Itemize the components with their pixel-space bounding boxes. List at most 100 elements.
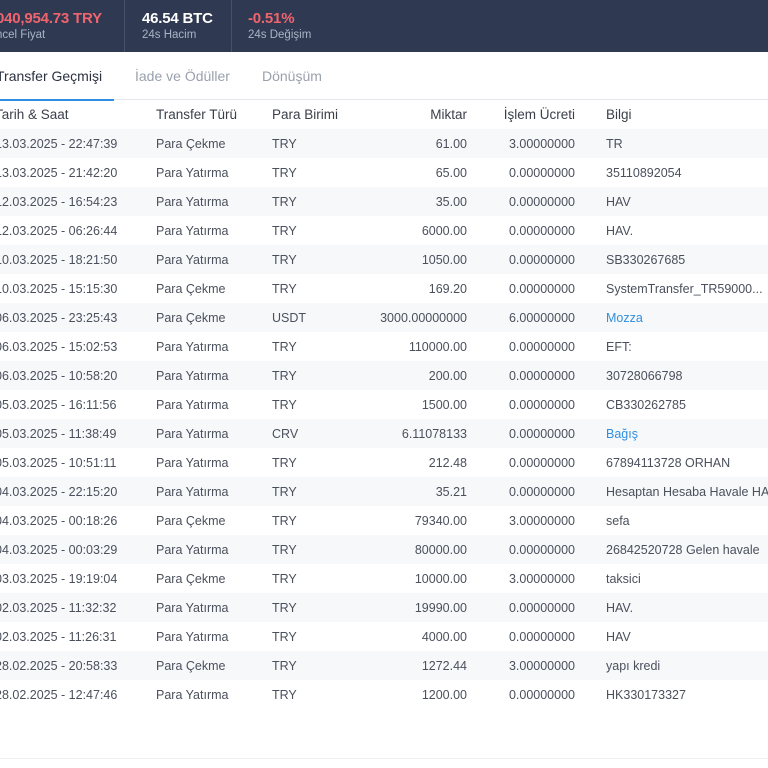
cell-type: Para Çekme xyxy=(156,513,226,528)
cell-info[interactable]: Bağış xyxy=(575,419,768,448)
column-header-fee[interactable]: İşlem Ücreti xyxy=(503,107,575,122)
table-row: 10.03.2025 - 15:15:30 Para Çekme TRY 169.20… xyxy=(0,274,768,303)
cell-type: Para Yatırma xyxy=(156,535,272,564)
cell-amount: 169.20 xyxy=(428,281,467,296)
cell-currency: TRY xyxy=(272,629,297,644)
cell-amount: 35.21 xyxy=(354,477,467,506)
cell-currency: TRY xyxy=(272,397,297,412)
cell-type: Para Yatırma xyxy=(156,223,229,238)
cell-date: 28.02.2025 - 12:47:46 xyxy=(0,687,118,702)
cell-type: Para Yatırma xyxy=(156,593,272,622)
cell-info: sefa xyxy=(606,513,630,528)
cell-amount: 110000.00 xyxy=(408,339,467,354)
cell-amount: 80000.00 xyxy=(354,535,467,564)
table-row: 05.03.2025 - 10:51:11 Para Yatırma TRY 212.… xyxy=(0,448,768,477)
cell-fee: 0.00000000 xyxy=(467,419,575,448)
cell-fee: 0.00000000 xyxy=(467,187,575,216)
cell-date: 05.03.2025 - 16:11:56 xyxy=(0,397,117,412)
cell-currency: TRY xyxy=(272,593,354,622)
cell-info: CB330262785 xyxy=(606,397,686,412)
cell-currency: TRY xyxy=(272,187,354,216)
column-header-info[interactable]: Bilgi xyxy=(606,107,632,122)
cell-amount: 79340.00 xyxy=(414,513,467,528)
table-row: 02.03.2025 - 11:26:31 Para Yatırma TRY 4000… xyxy=(0,622,768,651)
table-row: 10.03.2025 - 18:21:50 Para Yatırma TRY 1050… xyxy=(0,245,768,274)
cell-info: TR xyxy=(575,129,768,158)
cell-currency: TRY xyxy=(272,571,297,586)
column-header-currency[interactable]: Para Birimi xyxy=(272,107,339,122)
cell-date: 12.03.2025 - 16:54:23 xyxy=(0,187,156,216)
cell-currency: TRY xyxy=(272,477,354,506)
cell-currency: TRY xyxy=(272,339,297,354)
cell-date: 02.03.2025 - 11:32:32 xyxy=(0,593,156,622)
cell-amount: 65.00 xyxy=(435,165,467,180)
cell-type: Para Yatırma xyxy=(156,629,229,644)
table-row: 04.03.2025 - 22:15:20 Para Yatırma TRY 35.2… xyxy=(0,477,768,506)
cell-fee: 0.00000000 xyxy=(508,397,575,412)
cell-currency: TRY xyxy=(272,535,354,564)
table-row: 28.02.2025 - 20:58:33 Para Çekme TRY 1272.4… xyxy=(0,651,768,680)
cell-info: HAV. xyxy=(575,593,768,622)
cell-date: 28.02.2025 - 20:58:33 xyxy=(0,651,156,680)
cell-info: SystemTransfer_TR59000... xyxy=(606,281,763,296)
cell-fee: 3.00000000 xyxy=(508,513,575,528)
cell-date: 03.03.2025 - 19:19:04 xyxy=(0,571,118,586)
cell-info: HAV xyxy=(606,629,631,644)
cell-info[interactable]: Mozza xyxy=(575,303,768,332)
column-header-type[interactable]: Transfer Türü xyxy=(156,107,238,122)
cell-amount: 61.00 xyxy=(354,129,467,158)
cell-amount: 6.11078133 xyxy=(354,419,467,448)
cell-fee: 0.00000000 xyxy=(508,629,575,644)
cell-fee: 3.00000000 xyxy=(508,571,575,586)
cell-amount: 10000.00 xyxy=(414,571,467,586)
table-row: 06.03.2025 - 10:58:20 Para Yatırma TRY 200.… xyxy=(0,361,768,390)
cell-info: SB330267685 xyxy=(575,245,768,274)
cell-amount: 6000.00 xyxy=(421,223,467,238)
cell-type: Para Çekme xyxy=(156,571,226,586)
volume-label: 24s Hacim xyxy=(142,29,197,41)
cell-info: HK330173327 xyxy=(606,687,686,702)
cell-currency: TRY xyxy=(272,165,297,180)
cell-date: 10.03.2025 - 18:21:50 xyxy=(0,245,156,274)
cell-info: HAV. xyxy=(606,223,634,238)
cell-date: 04.03.2025 - 00:03:29 xyxy=(0,535,156,564)
table-row: 06.03.2025 - 23:25:43 Para Çekme USDT 3000.… xyxy=(0,303,768,332)
cell-type: Para Yatırma xyxy=(156,455,229,470)
cell-type: Para Yatırma xyxy=(156,187,272,216)
tab-conversion[interactable]: Dönüşüm xyxy=(262,68,322,84)
cell-currency: TRY xyxy=(272,281,297,296)
table-row: 04.03.2025 - 00:18:26 Para Çekme TRY 79340.… xyxy=(0,506,768,535)
cell-currency: TRY xyxy=(272,651,354,680)
change-label: 24s Değişim xyxy=(248,29,312,41)
change-value: -0.51% xyxy=(248,10,295,27)
cell-type: Para Yatırma xyxy=(156,397,229,412)
cell-type: Para Yatırma xyxy=(156,687,229,702)
table-row: 05.03.2025 - 11:38:49 Para Yatırma CRV 6.11… xyxy=(0,419,768,448)
table-row: 05.03.2025 - 16:11:56 Para Yatırma TRY 1500… xyxy=(0,390,768,419)
tab-transfer-history[interactable]: Transfer Geçmişi xyxy=(0,52,115,101)
cell-fee: 0.00000000 xyxy=(508,339,575,354)
cell-info: HAV xyxy=(575,187,768,216)
last-price-value: 040,954.73 TRY xyxy=(0,10,102,27)
cell-fee: 3.00000000 xyxy=(467,651,575,680)
cell-currency: USDT xyxy=(272,303,354,332)
cell-amount: 200.00 xyxy=(354,361,467,390)
cell-fee: 0.00000000 xyxy=(508,281,575,296)
tab-refunds-rewards[interactable]: İade ve Ödüller xyxy=(135,68,230,84)
cell-amount: 3000.00000000 xyxy=(354,303,467,332)
cell-type: Para Çekme xyxy=(156,281,226,296)
cell-type: Para Çekme xyxy=(156,303,272,332)
table-row: 06.03.2025 - 15:02:53 Para Yatırma TRY 1100… xyxy=(0,332,768,361)
cell-type: Para Çekme xyxy=(156,129,272,158)
cell-date: 04.03.2025 - 00:18:26 xyxy=(0,513,118,528)
cell-fee: 0.00000000 xyxy=(467,361,575,390)
table-row: 12.03.2025 - 16:54:23 Para Yatırma TRY 35.0… xyxy=(0,187,768,216)
cell-fee: 0.00000000 xyxy=(467,593,575,622)
column-header-date[interactable]: Tarih & Saat xyxy=(0,107,69,122)
cell-currency: TRY xyxy=(272,513,297,528)
cell-fee: 0.00000000 xyxy=(467,535,575,564)
last-price-label: ncel Fiyat xyxy=(0,29,46,41)
change-stat: -0.51% 24s Değişim xyxy=(232,0,311,52)
cell-fee: 0.00000000 xyxy=(508,165,575,180)
column-header-amount[interactable]: Miktar xyxy=(430,107,467,122)
